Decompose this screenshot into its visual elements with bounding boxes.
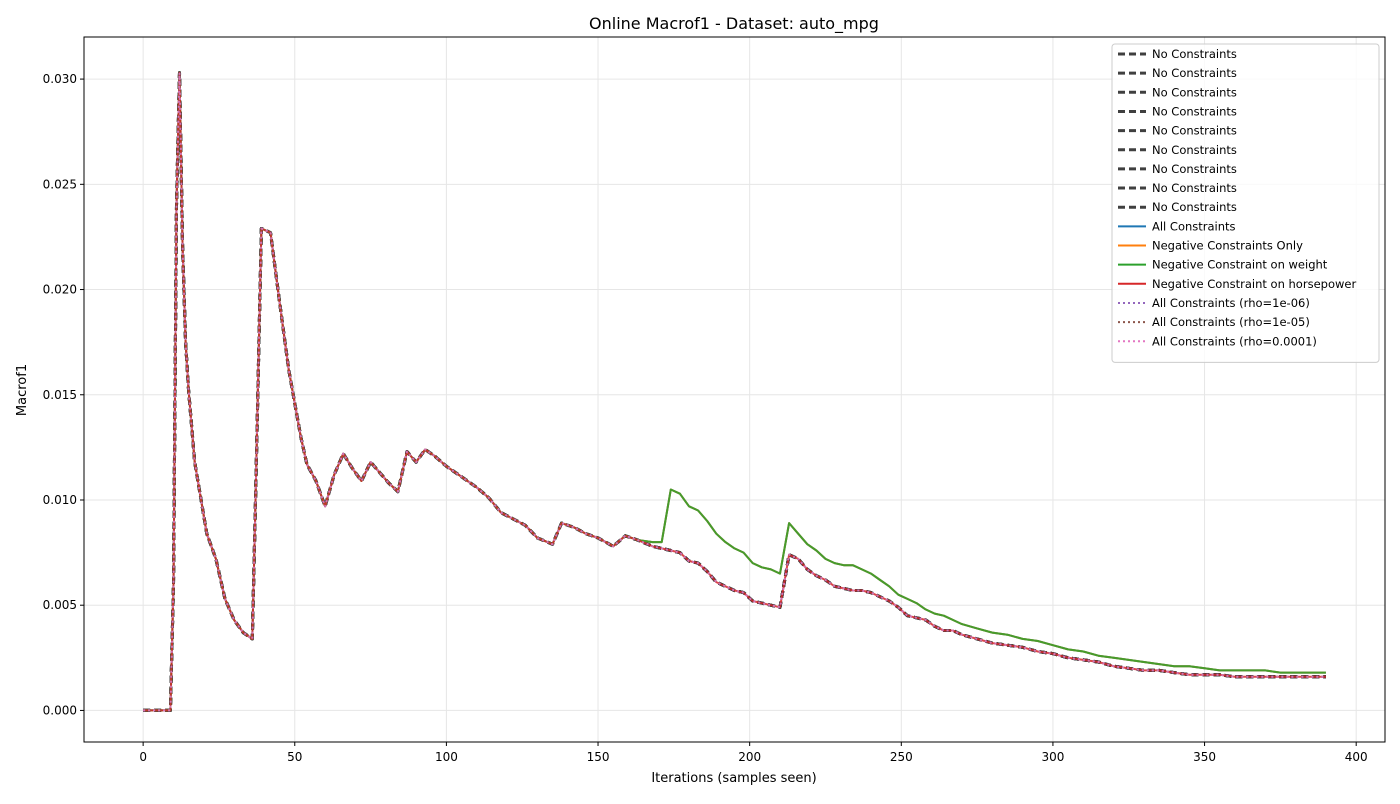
legend-label: No Constraints — [1152, 124, 1237, 138]
x-tick-label: 400 — [1345, 750, 1368, 764]
legend-label: All Constraints (rho=1e-06) — [1152, 296, 1310, 310]
legend: No Constraints No Constraints No Constrain… — [1111, 43, 1380, 363]
legend-label: No Constraints — [1152, 143, 1237, 157]
y-tick-label: 0.025 — [43, 177, 77, 191]
legend-label: No Constraints — [1152, 104, 1237, 118]
legend-label: No Constraints — [1152, 66, 1237, 80]
series-lines — [143, 71, 1326, 712]
x-tick-label: 250 — [890, 750, 913, 764]
y-tick-label: 0.005 — [43, 598, 77, 612]
legend-label: No Constraints — [1152, 181, 1237, 195]
plot-frame — [83, 36, 1386, 743]
y-axis-label: Macrof1 — [15, 364, 30, 416]
x-axis-label: Iterations (samples seen) — [651, 771, 816, 786]
legend-label: Negative Constraint on weight — [1152, 258, 1328, 272]
legend-label: All Constraints — [1152, 219, 1236, 233]
legend-label: All Constraints (rho=0.0001) — [1152, 334, 1317, 348]
x-tick-label: 50 — [287, 750, 302, 764]
chart-title: Online Macrof1 - Dataset: auto_mpg — [589, 14, 879, 34]
y-tick-label: 0.020 — [43, 283, 77, 297]
x-tick-label: 350 — [1193, 750, 1216, 764]
legend-label: No Constraints — [1152, 200, 1237, 214]
y-tick-label: 0.015 — [43, 388, 77, 402]
y-tick-label: 0.000 — [43, 703, 77, 717]
x-tick-label: 150 — [587, 750, 610, 764]
x-tick-label: 200 — [738, 750, 761, 764]
legend-label: Negative Constraint on horsepower — [1152, 277, 1356, 291]
legend-label: No Constraints — [1152, 85, 1237, 99]
y-tick-label: 0.010 — [43, 493, 77, 507]
legend-label: No Constraints — [1152, 47, 1237, 61]
axis-ticks: 0 50 100 150 200 250 300 350 400 0.000 0.005 0.010 0… — [43, 72, 1368, 764]
legend-label: Negative Constraints Only — [1152, 239, 1303, 253]
x-tick-label: 100 — [435, 750, 458, 764]
legend-box — [1111, 43, 1380, 363]
x-tick-label: 0 — [139, 750, 147, 764]
series-line-12 — [143, 71, 1326, 712]
legend-label: All Constraints (rho=1e-05) — [1152, 315, 1310, 329]
y-tick-label: 0.030 — [43, 72, 77, 86]
legend-label: No Constraints — [1152, 162, 1237, 176]
x-tick-label: 300 — [1041, 750, 1064, 764]
